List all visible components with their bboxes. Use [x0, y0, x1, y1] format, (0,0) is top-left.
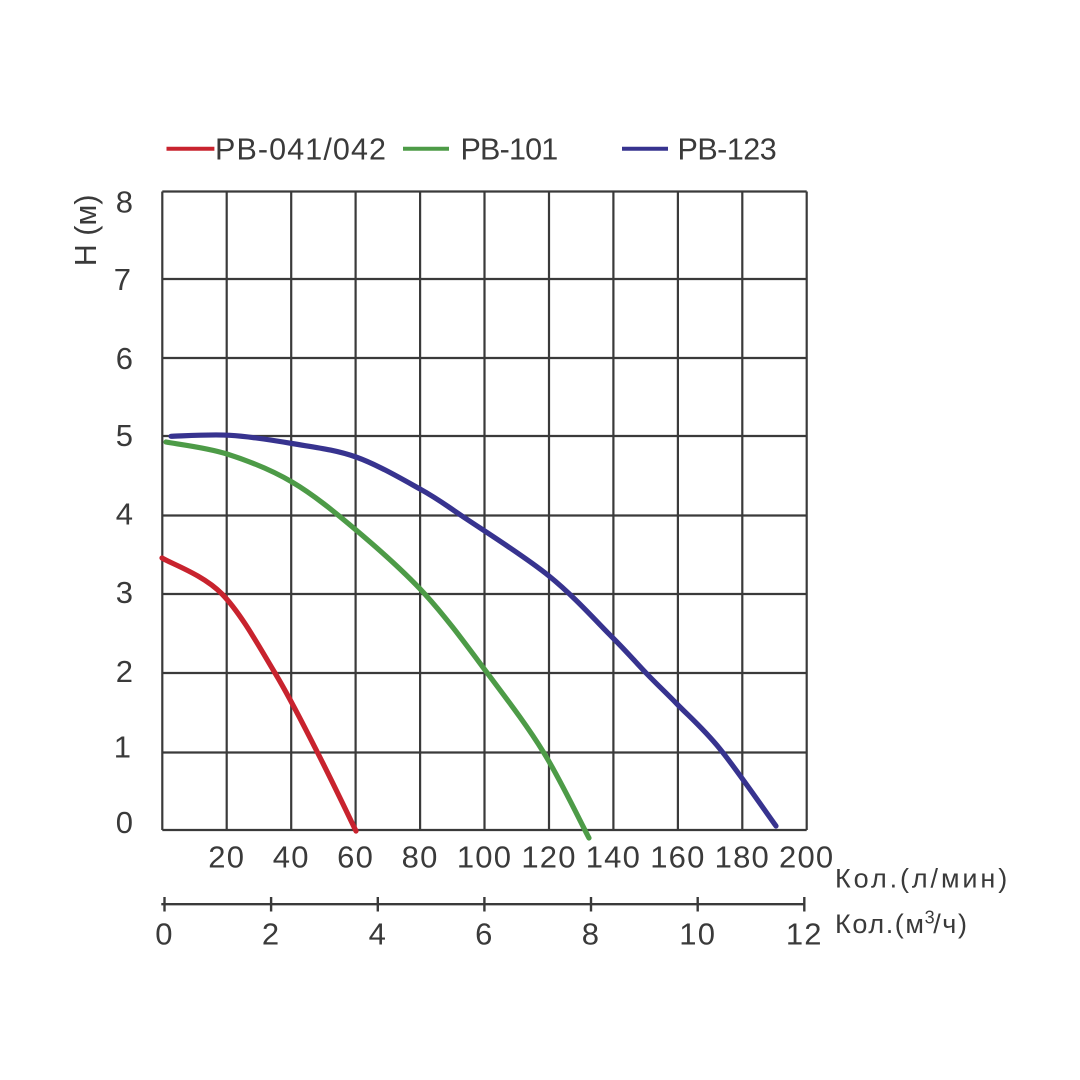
svg-text:200: 200: [779, 840, 834, 875]
svg-text:8: 8: [116, 184, 133, 219]
svg-text:80: 80: [402, 840, 439, 875]
svg-text:PB-041/042: PB-041/042: [215, 133, 387, 167]
svg-text:160: 160: [650, 840, 705, 875]
svg-text:5: 5: [116, 418, 133, 453]
svg-text:12: 12: [786, 917, 823, 952]
svg-text:PB-101: PB-101: [461, 133, 558, 167]
svg-text:8: 8: [582, 917, 600, 952]
svg-text:4: 4: [116, 497, 133, 532]
svg-text:10: 10: [679, 917, 716, 952]
svg-text:0: 0: [155, 917, 173, 952]
svg-text:7: 7: [114, 262, 131, 297]
svg-text:40: 40: [273, 840, 310, 875]
svg-text:3: 3: [116, 575, 133, 610]
svg-text:Кол.(л/мин): Кол.(л/мин): [835, 864, 1010, 894]
svg-text:6: 6: [116, 341, 133, 376]
svg-text:H (м): H (м): [69, 195, 103, 267]
svg-text:100: 100: [457, 840, 512, 875]
svg-text:20: 20: [208, 840, 245, 875]
svg-text:PB-123: PB-123: [678, 133, 777, 167]
svg-text:1: 1: [114, 730, 131, 765]
svg-text:6: 6: [475, 917, 493, 952]
svg-text:140: 140: [586, 840, 641, 875]
svg-text:2: 2: [116, 654, 133, 689]
svg-text:60: 60: [337, 840, 374, 875]
svg-text:180: 180: [715, 840, 770, 875]
svg-text:0: 0: [116, 805, 133, 840]
svg-text:2: 2: [262, 917, 280, 952]
svg-text:120: 120: [521, 840, 576, 875]
svg-text:4: 4: [369, 917, 387, 952]
svg-text:Кол.(м3/ч): Кол.(м3/ч): [835, 908, 969, 940]
